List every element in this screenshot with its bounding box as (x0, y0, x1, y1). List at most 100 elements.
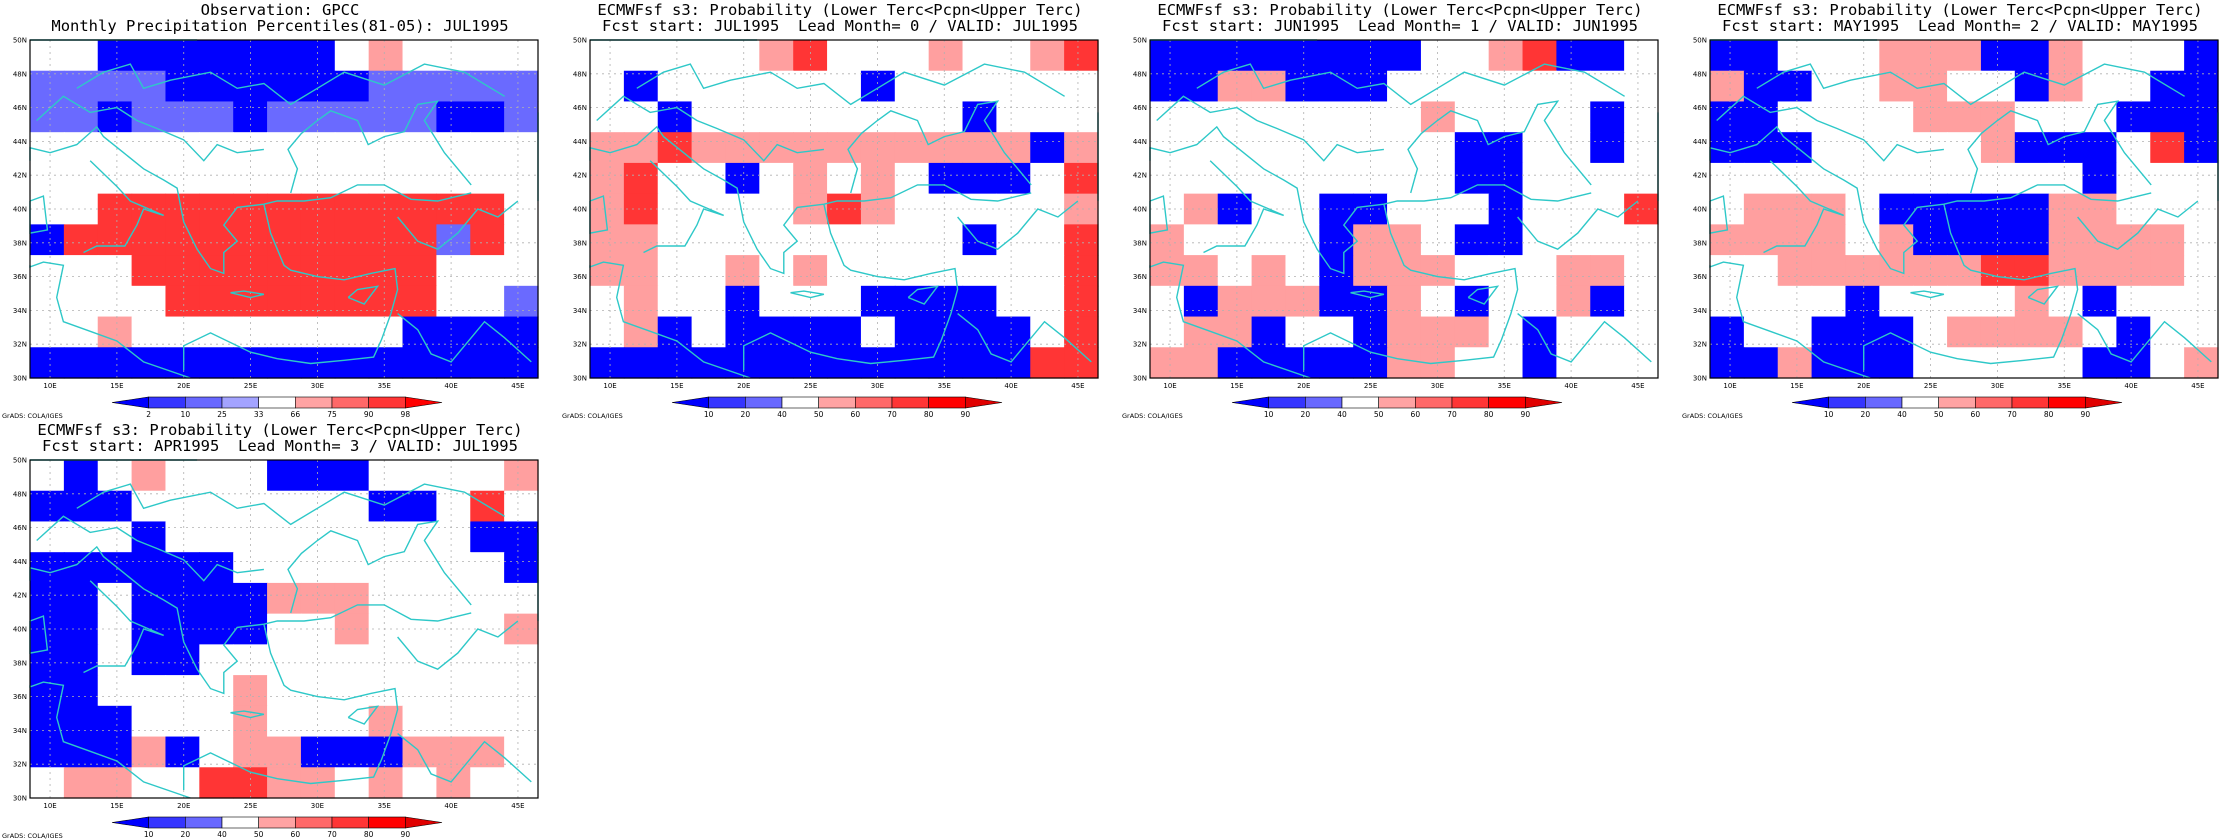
lon-tick-label: 20E (177, 382, 190, 390)
colorbar-label: 10 (704, 410, 714, 419)
grid-cell (623, 224, 659, 256)
coastline (29, 545, 472, 695)
colorbar-label: 40 (217, 830, 227, 839)
coastline (847, 100, 1032, 194)
grid-cell (2116, 316, 2151, 348)
grid-cell (1251, 285, 1287, 318)
grid-cell (368, 101, 404, 133)
lon-tick-label: 35E (378, 382, 391, 390)
grid-cell (504, 552, 539, 584)
colorbar-label: 10 (181, 410, 191, 419)
grid-cell (962, 285, 997, 318)
grid-cell (1420, 316, 1456, 348)
grid-cell (334, 193, 370, 225)
coastline (1196, 63, 1625, 106)
grid-cell (1150, 347, 1185, 379)
grid-cell (30, 705, 65, 738)
grid-cell (131, 736, 167, 768)
grid-cell (996, 193, 1031, 225)
grads-credit: GrADS: COLA/IGES (2, 832, 63, 840)
grid-cell (402, 193, 437, 225)
grid-cell (436, 101, 471, 133)
grid-cell (334, 460, 370, 492)
colorbar-label: 40 (777, 410, 787, 419)
grid-cell (1387, 255, 1422, 287)
grid-cell (590, 347, 625, 379)
grid-cell (233, 736, 268, 768)
grid-cell (165, 347, 200, 379)
grid-cell (1217, 285, 1253, 318)
grid-cell (759, 285, 794, 318)
grid-cell (300, 316, 336, 348)
grid-cell (97, 767, 133, 799)
colorbar-segment (1901, 396, 1939, 409)
grid-cell (402, 490, 437, 523)
grid-cell (725, 255, 760, 287)
lat-tick-label: 44N (1133, 138, 1147, 146)
grid-cell (1624, 255, 1659, 287)
grid-cell (962, 255, 997, 287)
grid-cell (504, 70, 539, 103)
grid-cell (894, 162, 930, 195)
grid-cell (1590, 132, 1625, 164)
lon-tick-label: 45E (1631, 382, 1644, 390)
grid-cell (2014, 193, 2050, 225)
grid-cell (334, 736, 370, 768)
grid-cell (1217, 224, 1253, 256)
grid-cell (1811, 255, 1847, 287)
map-panel-lead2: 30N 32N 34N 36N 38N 40N 42N 44N 46N 48N 50N 10E 15E 2… (1680, 0, 2240, 420)
grid-cell (334, 613, 370, 645)
grid-cell (1811, 101, 1847, 133)
grid-cell (1522, 70, 1557, 103)
grid-cell (1454, 224, 1490, 256)
grid-cell (504, 101, 539, 133)
grid-cell (1217, 162, 1253, 195)
lon-tick-label: 15E (1230, 382, 1243, 390)
grid-cell (1251, 40, 1287, 72)
grid-cell (368, 316, 404, 348)
grid-cell (30, 675, 65, 707)
grid-cell (1387, 162, 1422, 195)
grid-cell (300, 285, 336, 318)
grid-cell (691, 285, 727, 318)
grid-cell (1710, 255, 1745, 287)
grid-cell (1285, 224, 1320, 256)
grid-cell (131, 767, 167, 799)
grid-cell (590, 162, 625, 195)
grid-cell (1624, 193, 1659, 225)
lat-tick-label: 44N (1693, 138, 1707, 146)
grid-cell (1743, 193, 1779, 225)
grid-cell (1913, 316, 1948, 348)
grid-cell (1064, 347, 1099, 379)
precipitation-map: 30N 32N 34N 36N 38N 40N 42N 44N 46N 48N 50N 10E 15E 2… (1122, 37, 1659, 420)
lat-tick-label: 40N (1693, 206, 1707, 214)
grid-cell (131, 705, 167, 738)
grid-cell (1064, 316, 1099, 348)
grid-cell (267, 162, 302, 195)
colorbar-label: 90 (364, 410, 374, 419)
grid-cell (402, 705, 437, 738)
grid-cell (1217, 70, 1253, 103)
lat-tick-label: 38N (13, 659, 27, 667)
grid-cell (2082, 162, 2117, 195)
grid-cell (165, 552, 200, 584)
grid-cell (267, 460, 302, 492)
lat-tick-label: 36N (13, 273, 27, 281)
map-panel-lead1: 30N 32N 34N 36N 38N 40N 42N 44N 46N 48N 50N 10E 15E 2… (1120, 0, 1680, 420)
grid-cell (1947, 255, 1982, 287)
grid-cell (2014, 162, 2050, 195)
grid-cell (1710, 40, 1745, 72)
grid-cell (2150, 40, 2185, 72)
grid-cell (1064, 162, 1099, 195)
grid-cell (1980, 101, 2016, 133)
grid-cell (2048, 132, 2084, 164)
grid-cell (2116, 347, 2151, 379)
grid-cell (300, 705, 336, 738)
grid-cell (1454, 193, 1490, 225)
grid-cell (267, 675, 302, 707)
grid-cell (165, 521, 200, 553)
grid-cell (1522, 132, 1557, 164)
grid-cell (962, 132, 997, 164)
grid-cell (1150, 162, 1185, 195)
grid-cell (63, 255, 99, 287)
